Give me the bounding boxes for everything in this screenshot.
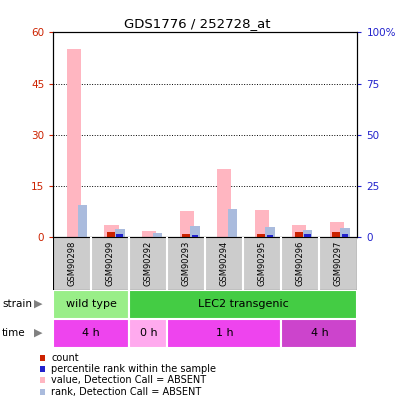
Text: percentile rank within the sample: percentile rank within the sample xyxy=(51,364,216,374)
Text: 4 h: 4 h xyxy=(83,328,100,338)
Bar xyxy=(53,290,130,319)
Text: GSM90293: GSM90293 xyxy=(182,241,191,286)
Text: GDS1776 / 252728_at: GDS1776 / 252728_at xyxy=(124,17,271,30)
Bar xyxy=(142,231,156,237)
Bar xyxy=(330,222,344,237)
Bar xyxy=(77,205,87,237)
Bar xyxy=(267,235,273,237)
Text: time: time xyxy=(2,328,26,338)
Bar xyxy=(342,234,348,237)
Bar xyxy=(130,290,357,319)
Bar xyxy=(67,49,81,237)
Bar xyxy=(107,232,116,237)
Bar xyxy=(130,319,167,348)
Bar xyxy=(257,234,266,237)
Text: GSM90295: GSM90295 xyxy=(258,241,267,286)
Bar xyxy=(192,235,198,237)
Bar xyxy=(295,232,304,237)
Text: 0 h: 0 h xyxy=(139,328,157,338)
Bar xyxy=(167,319,281,348)
Bar xyxy=(105,225,118,237)
Text: count: count xyxy=(51,353,79,362)
Bar xyxy=(217,169,231,237)
Text: GSM90296: GSM90296 xyxy=(296,241,305,286)
Bar xyxy=(303,230,312,237)
Text: rank, Detection Call = ABSENT: rank, Detection Call = ABSENT xyxy=(51,387,201,396)
Text: GSM90292: GSM90292 xyxy=(144,241,153,286)
Bar xyxy=(152,233,162,237)
Text: GSM90299: GSM90299 xyxy=(106,241,115,286)
Text: 4 h: 4 h xyxy=(310,328,328,338)
Bar xyxy=(115,229,124,237)
Bar xyxy=(292,225,306,237)
Bar xyxy=(340,228,350,237)
Bar xyxy=(265,227,275,237)
Text: ▶: ▶ xyxy=(34,328,42,338)
Bar xyxy=(117,234,123,237)
Bar xyxy=(281,319,357,348)
Text: value, Detection Call = ABSENT: value, Detection Call = ABSENT xyxy=(51,375,207,385)
Text: GSM90298: GSM90298 xyxy=(68,241,77,286)
Bar xyxy=(332,232,342,237)
Text: strain: strain xyxy=(2,299,32,309)
Bar xyxy=(304,234,311,237)
Bar xyxy=(182,234,191,237)
Text: GSM90294: GSM90294 xyxy=(220,241,229,286)
Bar xyxy=(53,319,130,348)
Bar xyxy=(255,210,269,237)
Bar xyxy=(190,226,199,237)
Bar xyxy=(180,211,194,237)
Text: wild type: wild type xyxy=(66,299,117,309)
Text: 1 h: 1 h xyxy=(216,328,233,338)
Text: LEC2 transgenic: LEC2 transgenic xyxy=(198,299,289,309)
Bar xyxy=(228,209,237,237)
Text: ▶: ▶ xyxy=(34,299,42,309)
Text: GSM90297: GSM90297 xyxy=(334,241,343,286)
